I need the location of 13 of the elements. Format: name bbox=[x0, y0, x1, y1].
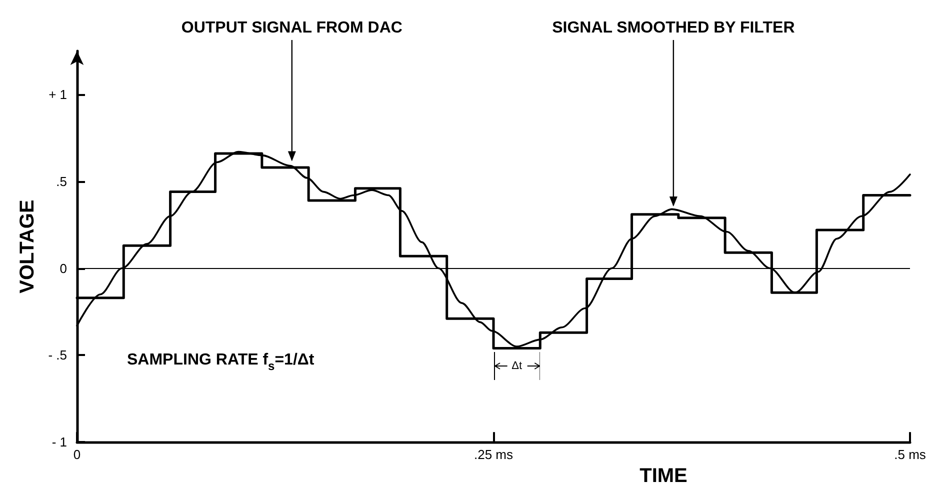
x-axis-title: TIME bbox=[640, 465, 688, 487]
x-tick-label: .25 ms bbox=[474, 447, 514, 462]
y-tick-label: - 1 bbox=[52, 434, 67, 450]
x-tick-label: .5 ms bbox=[894, 447, 926, 462]
y-tick-label: 0 bbox=[60, 260, 67, 276]
x-tick-label: 0 bbox=[73, 447, 81, 462]
y-tick-label: + 1 bbox=[48, 86, 67, 102]
y-axis-title: VOLTAGE bbox=[16, 200, 38, 294]
y-tick-label: .5 bbox=[56, 174, 67, 189]
annotation: Δt bbox=[510, 359, 524, 374]
annotation: SIGNAL SMOOTHED BY FILTER bbox=[552, 20, 796, 36]
annotation: OUTPUT SIGNAL FROM DAC bbox=[181, 20, 403, 36]
y-tick-label: - .5 bbox=[48, 348, 67, 363]
